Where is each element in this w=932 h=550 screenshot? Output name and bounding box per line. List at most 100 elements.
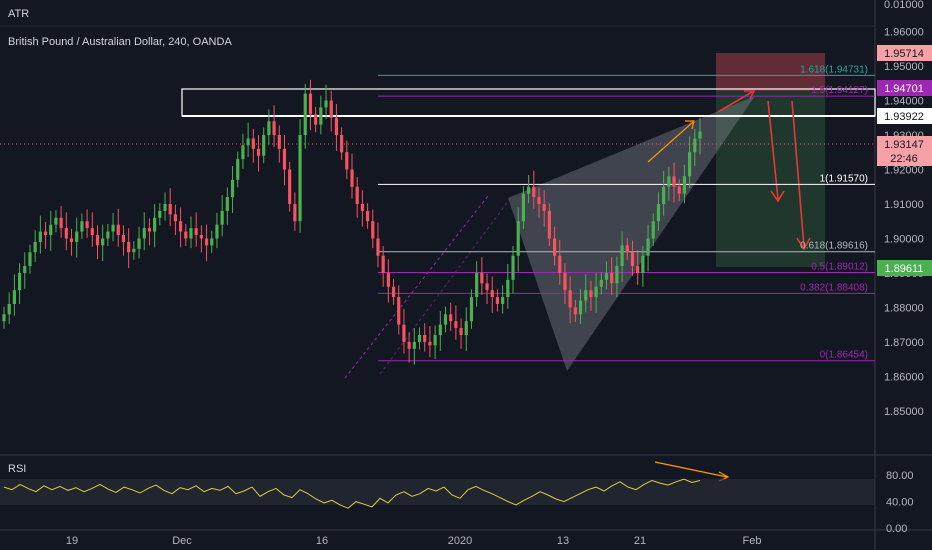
candle-body — [651, 221, 655, 239]
candle-body — [667, 176, 671, 187]
candle-body — [604, 272, 609, 280]
candle-body — [340, 135, 344, 153]
candle-body — [516, 221, 520, 256]
candle-body — [376, 238, 380, 256]
arrow-up-red[interactable] — [717, 91, 753, 113]
candle-body — [459, 328, 463, 336]
candle-body — [225, 197, 229, 211]
rsi-axis: 80.00 40.00 0.00 — [886, 470, 914, 535]
fib-level-label: 1.618(1.94731) — [800, 64, 868, 75]
candle-body — [236, 159, 240, 180]
candle-body — [526, 186, 531, 194]
price-tick-label: 1.96000 — [884, 27, 924, 39]
price-tag — [877, 260, 932, 276]
price-tag — [877, 80, 932, 96]
candle-body — [28, 252, 32, 267]
candle-body — [412, 341, 416, 349]
candle-body — [173, 214, 178, 222]
candle-body — [12, 290, 16, 304]
time-tick-label: Feb — [743, 535, 762, 547]
candle-body — [469, 297, 474, 322]
candle-body — [220, 210, 224, 225]
time-tick-label: 13 — [557, 535, 569, 547]
candle-body — [153, 217, 157, 232]
price-tick-label: 1.92000 — [884, 165, 924, 177]
candle-body — [2, 314, 6, 322]
candle-body — [521, 193, 526, 222]
price-axis: 1.960001.950001.940001.930001.920001.910… — [884, 27, 924, 418]
candle-body — [641, 255, 645, 273]
fib-level-label: 1(1.91570) — [820, 173, 868, 184]
arrow-down-red-1[interactable] — [767, 100, 779, 200]
candle-body — [573, 307, 577, 315]
candle-body — [49, 224, 53, 236]
trendline-dashed-2[interactable] — [379, 195, 513, 375]
price-tags: 1.95714 1.94701 1.93922 1.93147 22:46 1.89611 — [877, 45, 932, 276]
price-tick-label: 1.91000 — [884, 199, 924, 211]
candle-body — [693, 138, 697, 153]
candle-body — [495, 297, 500, 304]
candle-body — [215, 224, 219, 239]
candle-body — [85, 221, 89, 229]
candle-body — [189, 228, 193, 239]
candle-body — [480, 272, 484, 284]
price-tag — [877, 108, 932, 124]
time-tick-label: 2020 — [448, 535, 472, 547]
arrow-down-red-2[interactable] — [791, 100, 805, 248]
candle-body — [542, 203, 546, 211]
stop-zone[interactable] — [716, 53, 825, 91]
time-tick-label: Dec — [172, 535, 192, 547]
candle-body — [625, 245, 629, 253]
candle-body — [672, 176, 676, 187]
atr-axis-value: 0.01000 — [884, 0, 924, 11]
candle-body — [277, 135, 281, 149]
rsi-tick-label: 0.00 — [886, 523, 907, 535]
candle-body — [381, 255, 385, 273]
arrow-up-orange[interactable] — [647, 121, 694, 163]
rsi-divergence-arrow[interactable] — [654, 461, 728, 478]
candle-body — [360, 203, 364, 211]
candle-body — [662, 186, 666, 204]
candle-body — [90, 228, 94, 236]
candle-body — [282, 148, 287, 170]
candle-body — [407, 341, 411, 349]
candle-body — [121, 235, 126, 242]
candle-body — [656, 203, 661, 222]
candle-body — [345, 152, 349, 170]
candle-body — [132, 248, 136, 253]
time-tick-label: 16 — [316, 535, 328, 547]
candle-body — [194, 228, 198, 236]
candle-body — [698, 131, 702, 139]
candle-body — [111, 224, 115, 232]
atr-pane: ATR 0.01000 — [0, 0, 924, 27]
candle-body — [584, 290, 588, 301]
candle-body — [80, 221, 84, 232]
candle-body — [532, 186, 536, 198]
candle-body — [163, 203, 167, 211]
price-tag-label: 1.95714 — [884, 48, 924, 60]
candle-body — [646, 238, 650, 256]
price-tag — [877, 150, 932, 166]
price-tick-label: 1.95000 — [884, 61, 924, 73]
candle-body — [568, 290, 572, 308]
rsi-label: RSI — [8, 463, 26, 475]
candle-body — [101, 238, 105, 246]
candle-body — [184, 231, 188, 239]
candle-body — [137, 238, 141, 249]
price-tag-label: 1.94701 — [884, 83, 924, 95]
candle-body — [199, 235, 203, 239]
candle-body — [64, 228, 68, 239]
candle-body — [17, 272, 22, 291]
fib-level-label: 1.5(1.94127) — [811, 85, 868, 96]
candle-body — [501, 297, 505, 304]
candle-body — [127, 241, 131, 253]
price-tag — [877, 45, 932, 61]
candle-body — [630, 252, 635, 267]
trendline-dashed-1[interactable] — [344, 195, 489, 379]
price-tick-label: 1.87000 — [884, 337, 924, 349]
price-tag-label: 1.89611 — [885, 263, 924, 275]
rsi-pane: RSI — [0, 463, 875, 509]
candle-body — [355, 186, 359, 204]
